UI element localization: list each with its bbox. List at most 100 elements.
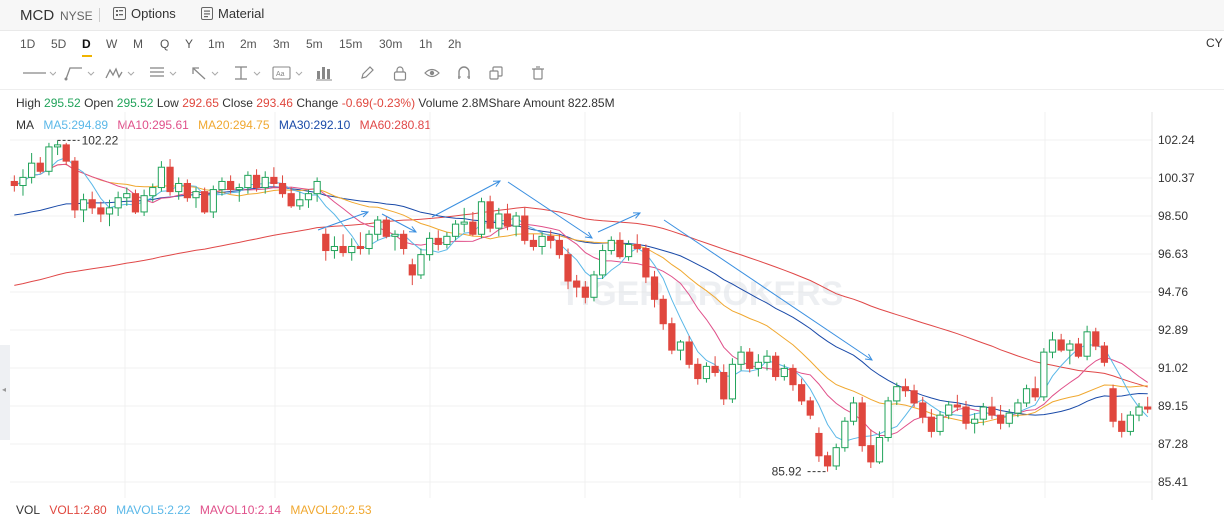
candle-up <box>53 144 62 148</box>
trash-icon[interactable] <box>530 62 546 84</box>
line-tool-icon[interactable] <box>22 62 56 84</box>
candle-down <box>555 239 563 256</box>
candle-down <box>642 248 650 278</box>
candle-down <box>806 400 814 416</box>
candle-down <box>36 162 44 172</box>
timeframe-1d[interactable]: 1D <box>20 37 36 51</box>
price-tick-label: 89.15 <box>1158 399 1188 413</box>
candle-up <box>28 162 36 178</box>
price-tick-label: 85.41 <box>1158 475 1188 489</box>
ma60-value: MA60:280.81 <box>359 118 431 132</box>
candle-down <box>910 390 918 404</box>
document-icon <box>201 7 213 20</box>
candle-down <box>1092 331 1100 347</box>
ma-title[interactable]: MA <box>16 118 34 132</box>
timeframe-y[interactable]: Y <box>185 37 194 51</box>
candle-down <box>1074 343 1083 357</box>
change-label: Change <box>296 96 339 110</box>
toolbar-divider <box>0 89 1224 90</box>
timeframe-5m[interactable]: 5m <box>306 37 323 51</box>
candle-down <box>382 219 390 237</box>
eye-icon[interactable] <box>424 62 440 84</box>
currency-label[interactable]: CY <box>1206 36 1223 50</box>
ma20-line <box>14 163 1148 424</box>
timeframe-1m[interactable]: 1m <box>208 37 225 51</box>
candle-up <box>893 386 901 402</box>
candle-down <box>746 351 754 369</box>
candle-down <box>1118 420 1126 432</box>
high-value: 295.52 <box>44 96 81 110</box>
candle-up <box>875 436 884 463</box>
timeframe-m[interactable]: M <box>133 37 143 51</box>
candle-down <box>287 193 295 207</box>
price-tick-label: 91.02 <box>1158 361 1188 375</box>
fib-tool-icon[interactable] <box>148 62 180 84</box>
collapse-handle[interactable]: ◂ <box>0 345 10 440</box>
arrow-tool-icon[interactable] <box>190 62 222 84</box>
lock-icon[interactable] <box>392 62 408 84</box>
timeframe-2h[interactable]: 2h <box>448 37 462 51</box>
annotation-arrow <box>317 211 369 231</box>
vol-title[interactable]: VOL <box>16 503 41 517</box>
timeframe-1h[interactable]: 1h <box>419 37 433 51</box>
watermark: TIGER BROKERS <box>560 275 843 313</box>
candle-down <box>166 166 174 193</box>
candle-down <box>434 237 442 245</box>
measure-tool-icon[interactable] <box>232 62 264 84</box>
candle-down <box>400 233 408 250</box>
timeframe-d[interactable]: D <box>82 37 91 51</box>
ma5-value: MA5:294.89 <box>43 118 109 132</box>
magnet-icon[interactable] <box>456 62 472 84</box>
candle-up <box>841 420 849 449</box>
candle-up <box>192 191 200 199</box>
candle-down <box>789 367 797 386</box>
candle-down <box>668 323 676 351</box>
candle-up <box>45 146 53 172</box>
timeframe-30m[interactable]: 30m <box>379 37 403 51</box>
timeframe-15m[interactable]: 15m <box>339 37 363 51</box>
timeframe-5d[interactable]: 5D <box>51 37 67 51</box>
candle-down <box>988 406 996 416</box>
candle-up <box>330 245 339 252</box>
timeframe-3m[interactable]: 3m <box>273 37 290 51</box>
timeframe-q[interactable]: Q <box>160 37 170 51</box>
arrow-head <box>408 226 418 233</box>
timeframe-w[interactable]: W <box>106 37 118 51</box>
material-label: Material <box>218 6 265 21</box>
candle-up <box>175 182 183 193</box>
candle-up <box>296 199 304 207</box>
candle-up <box>780 367 788 378</box>
copy-icon[interactable] <box>488 62 504 84</box>
candle-down <box>953 404 961 408</box>
options-button[interactable]: Options <box>113 6 176 21</box>
candle-up <box>538 235 546 247</box>
candle-up <box>209 189 217 213</box>
material-button[interactable]: Material <box>201 6 264 21</box>
price-axis: 102.24 100.37 98.50 96.63 94.76 92.89 91.02 89.… <box>1158 133 1195 489</box>
candle-down <box>97 207 105 215</box>
text-tool-icon[interactable]: Aa <box>272 62 304 84</box>
wave-tool-icon[interactable] <box>104 62 136 84</box>
candle-up <box>140 195 148 213</box>
candle-down <box>659 298 667 325</box>
trend-tool-icon[interactable] <box>64 62 96 84</box>
candle-down <box>581 286 589 298</box>
candlestick-chart[interactable]: TIGER BROKERS 102.24 100.37 98.50 96.63 94.7… <box>0 0 1224 500</box>
candle-down <box>815 432 823 457</box>
candle-down <box>486 201 494 229</box>
mavol20-value: MAVOL20:2.53 <box>290 503 372 517</box>
annotation-arrow <box>381 213 417 233</box>
pen-icon[interactable] <box>359 62 375 84</box>
price-tick-label: 102.24 <box>1158 133 1195 147</box>
candle-down <box>564 254 572 282</box>
candle-up <box>365 233 373 250</box>
candle-up <box>261 176 269 189</box>
timeframe-2m[interactable]: 2m <box>240 37 257 51</box>
bar-tool-icon[interactable] <box>315 62 333 84</box>
candle-down <box>469 221 477 235</box>
arrow-head <box>584 231 593 239</box>
volume-label: Volume <box>418 96 459 110</box>
ma60-line <box>14 206 1148 388</box>
ticker-symbol[interactable]: MCD <box>20 7 55 24</box>
price-tick-label: 87.28 <box>1158 437 1188 451</box>
